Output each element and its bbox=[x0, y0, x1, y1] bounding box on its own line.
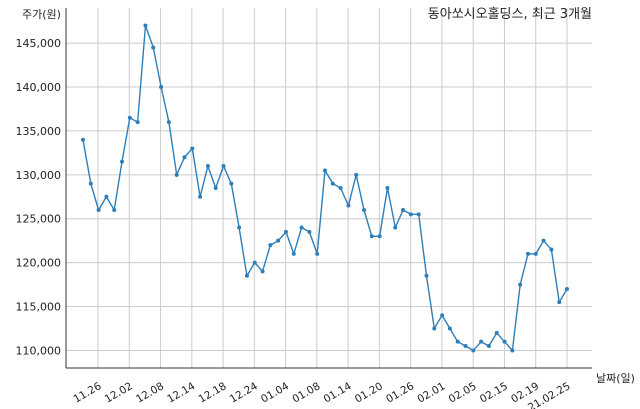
price-point bbox=[120, 159, 125, 164]
price-point bbox=[229, 181, 234, 186]
chart-title: 동아쏘시오홀딩스, 최근 3개월 bbox=[428, 7, 592, 22]
price-point bbox=[88, 181, 93, 186]
y-tick-labels: 110,000 115,000 120,000 125,000 130,000 135,0… bbox=[16, 37, 62, 357]
price-point bbox=[244, 273, 249, 278]
price-point bbox=[151, 45, 156, 50]
x-tick-label: 01.04 bbox=[259, 380, 291, 406]
price-point bbox=[549, 247, 554, 252]
y-tick-label: 115,000 bbox=[16, 301, 62, 314]
price-point bbox=[221, 164, 226, 169]
grid-layer bbox=[66, 8, 592, 368]
price-point bbox=[260, 269, 265, 274]
price-point bbox=[494, 330, 499, 335]
y-tick-label: 130,000 bbox=[16, 169, 62, 182]
price-point bbox=[315, 251, 320, 256]
price-point bbox=[190, 146, 195, 151]
price-point bbox=[362, 207, 367, 212]
price-point bbox=[424, 273, 429, 278]
price-point bbox=[112, 207, 117, 212]
x-tick-labels: 11.26 12.02 12.08 12.14 12.18 12.24 01.04 01.08… bbox=[71, 380, 572, 409]
price-point bbox=[182, 155, 187, 160]
price-point bbox=[268, 243, 273, 248]
price-line bbox=[82, 25, 568, 353]
x-axis-label: 날짜(일) bbox=[596, 371, 635, 385]
x-tick-label: 12.24 bbox=[228, 380, 260, 406]
x-tick-label: 02.15 bbox=[478, 380, 510, 405]
y-tick-label: 125,000 bbox=[16, 213, 62, 226]
price-point bbox=[174, 172, 179, 177]
x-tick-label: 12.02 bbox=[103, 380, 135, 405]
price-point bbox=[369, 234, 374, 239]
price-point bbox=[541, 238, 546, 243]
price-point bbox=[518, 282, 523, 287]
price-point bbox=[143, 23, 148, 28]
price-point bbox=[96, 207, 101, 212]
price-point bbox=[502, 339, 507, 344]
price-point bbox=[205, 164, 210, 169]
price-point bbox=[557, 300, 562, 305]
price-point bbox=[299, 225, 304, 230]
price-point bbox=[330, 181, 335, 186]
price-point bbox=[385, 186, 390, 190]
price-point bbox=[81, 137, 85, 142]
price-point bbox=[237, 225, 242, 230]
price-point bbox=[346, 203, 351, 208]
y-axis-label: 주가(원) bbox=[22, 8, 61, 21]
price-point bbox=[565, 286, 569, 291]
price-point bbox=[416, 212, 421, 217]
x-tick-label: 02.05 bbox=[447, 380, 479, 405]
price-point bbox=[525, 251, 530, 256]
y-tick-label: 135,000 bbox=[16, 125, 62, 138]
price-point bbox=[213, 186, 218, 190]
price-point bbox=[307, 229, 312, 234]
x-tick-label: 01.08 bbox=[290, 380, 322, 405]
price-point bbox=[455, 339, 460, 344]
price-point bbox=[323, 168, 327, 173]
price-point bbox=[471, 348, 476, 353]
x-tick-label: 01.20 bbox=[353, 380, 385, 405]
price-point bbox=[166, 120, 171, 125]
price-point bbox=[127, 115, 132, 120]
y-tick-label: 120,000 bbox=[16, 257, 62, 270]
axis-layer bbox=[65, 8, 592, 369]
price-point bbox=[104, 194, 109, 199]
price-point bbox=[486, 344, 491, 349]
price-point bbox=[401, 207, 406, 212]
price-point bbox=[198, 194, 203, 199]
x-tick-label: 12.08 bbox=[134, 380, 166, 405]
y-tick-label: 110,000 bbox=[16, 344, 62, 357]
price-point bbox=[447, 326, 452, 331]
price-point bbox=[276, 238, 281, 243]
price-point bbox=[510, 348, 515, 353]
y-tick-label: 140,000 bbox=[16, 81, 62, 94]
price-point bbox=[135, 120, 140, 125]
x-tick-label: 12.18 bbox=[197, 380, 229, 405]
price-point bbox=[440, 313, 445, 318]
price-point bbox=[393, 225, 398, 230]
price-point bbox=[377, 234, 382, 239]
x-tick-label: 12.14 bbox=[165, 380, 197, 406]
price-point bbox=[159, 85, 164, 90]
x-tick-label: 01.14 bbox=[322, 380, 354, 406]
price-point bbox=[533, 251, 538, 256]
price-point bbox=[408, 212, 413, 217]
price-point bbox=[479, 339, 484, 344]
price-point bbox=[338, 186, 343, 190]
series-layer bbox=[81, 23, 569, 353]
x-tick-label: 02.01 bbox=[415, 380, 447, 405]
price-point bbox=[354, 172, 359, 177]
price-point bbox=[283, 229, 288, 234]
x-tick-label: 01.26 bbox=[384, 380, 416, 406]
price-point bbox=[463, 344, 468, 349]
price-point bbox=[252, 260, 257, 265]
price-point bbox=[291, 251, 296, 256]
y-tick-label: 145,000 bbox=[16, 37, 62, 50]
price-point bbox=[432, 326, 437, 331]
x-tick-label: 11.26 bbox=[71, 380, 103, 406]
